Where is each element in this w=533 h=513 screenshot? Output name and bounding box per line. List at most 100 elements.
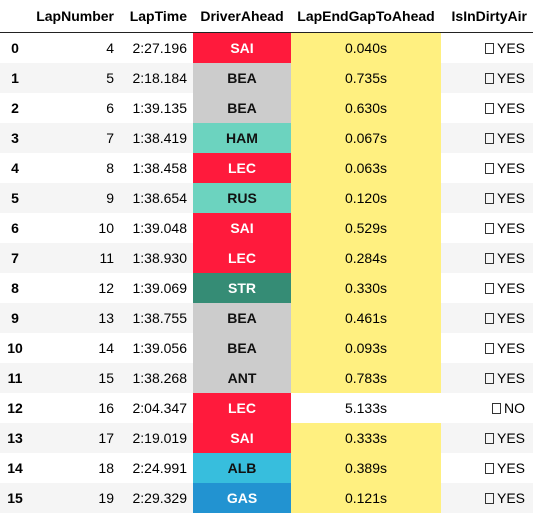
table-row: 4 8 1:38.458 LEC 0.063s YES — [0, 152, 533, 183]
table-row: 14 18 2:24.991 ALB 0.389s YES — [0, 452, 533, 483]
dirty-air-label: YES — [496, 129, 525, 146]
unknown-glyph-icon — [484, 192, 494, 204]
lapnumber-cell: 16 — [98, 399, 114, 416]
dirty-air-cell: YES — [441, 33, 533, 63]
table-row: 11 15 1:38.268 ANT 0.783s YES — [0, 362, 533, 393]
table-row: 3 7 1:38.419 HAM 0.067s YES — [0, 122, 533, 153]
gap-to-ahead-cell: 0.735s — [291, 62, 441, 93]
unknown-glyph-icon — [484, 132, 494, 144]
unknown-glyph-icon — [484, 102, 494, 114]
dirty-air-cell: YES — [441, 273, 533, 303]
table-row: 0 4 2:27.196 SAI 0.040s YES — [0, 32, 533, 63]
index-header — [0, 0, 30, 33]
laptime-cell: 1:39.069 — [132, 279, 188, 296]
laptime-cell: 1:38.755 — [120, 302, 193, 333]
driver-ahead-cell: SAI — [193, 212, 291, 243]
header-row: LapNumber LapTime DriverAhead LapEndGapT… — [0, 0, 533, 33]
dirty-air-label: YES — [496, 429, 525, 446]
driver-ahead-cell: LEC — [193, 242, 291, 273]
row-index: 4 — [11, 159, 19, 176]
lapnumber-cell: 15 — [30, 362, 120, 393]
lapnumber-cell: 5 — [30, 62, 120, 93]
driver-ahead-cell: ANT — [193, 362, 291, 393]
dirty-air-label: YES — [496, 99, 525, 116]
driver-ahead-cell: SAI — [193, 422, 291, 453]
row-index: 13 — [0, 422, 30, 453]
lapnumber-cell: 8 — [106, 159, 114, 176]
gap-to-ahead-cell: 0.529s — [291, 212, 441, 243]
gap-to-ahead-cell: 0.333s — [291, 422, 441, 453]
column-header-isindirtyair: IsInDirtyAir — [441, 0, 533, 33]
table-row: 2 6 1:39.135 BEA 0.630s YES — [0, 92, 533, 123]
gap-to-ahead-cell: 0.330s — [291, 272, 441, 303]
table-row: 1 5 2:18.184 BEA 0.735s YES — [0, 62, 533, 93]
laptime-cell: 2:18.184 — [120, 62, 193, 93]
lapnumber-cell: 10 — [98, 219, 114, 236]
driver-ahead-cell: GAS — [193, 482, 291, 513]
gap-to-ahead-cell: 0.093s — [291, 332, 441, 363]
column-header-lapendgaptoahead: LapEndGapToAhead — [291, 0, 441, 33]
laptime-cell: 2:24.991 — [132, 459, 188, 476]
table-row: 5 9 1:38.654 RUS 0.120s YES — [0, 182, 533, 213]
unknown-glyph-icon — [492, 402, 501, 414]
table-row: 10 14 1:39.056 BEA 0.093s YES — [0, 332, 533, 363]
table-row: 8 12 1:39.069 STR 0.330s YES — [0, 272, 533, 303]
driver-ahead-cell: SAI — [193, 32, 291, 63]
gap-to-ahead-cell: 0.040s — [291, 32, 441, 63]
lapnumber-cell: 19 — [30, 482, 120, 513]
unknown-glyph-icon — [484, 162, 494, 174]
gap-to-ahead-cell: 0.630s — [291, 92, 441, 123]
driver-ahead-cell: BEA — [193, 332, 291, 363]
gap-to-ahead-cell: 0.121s — [291, 482, 441, 513]
lapnumber-cell: 14 — [98, 339, 114, 356]
row-index: 9 — [0, 302, 30, 333]
laptime-cell: 2:27.196 — [132, 39, 188, 56]
unknown-glyph-icon — [484, 282, 494, 294]
driver-ahead-cell: LEC — [193, 152, 291, 183]
row-index: 14 — [7, 459, 23, 476]
dirty-air-cell: YES — [441, 182, 533, 213]
dirty-air-cell: YES — [441, 242, 533, 273]
table-row: 15 19 2:29.329 GAS 0.121s YES — [0, 482, 533, 513]
dirty-air-cell: YES — [441, 153, 533, 183]
laptime-cell: 2:29.329 — [120, 482, 193, 513]
dirty-air-label: YES — [496, 279, 525, 296]
driver-ahead-cell: LEC — [193, 392, 291, 423]
lapnumber-cell: 4 — [106, 39, 114, 56]
laptime-cell: 1:39.048 — [132, 219, 188, 236]
unknown-glyph-icon — [484, 342, 494, 354]
row-index: 12 — [7, 399, 23, 416]
dirty-air-label: YES — [496, 69, 525, 86]
dirty-air-label: YES — [496, 489, 525, 506]
gap-to-ahead-cell: 0.461s — [291, 302, 441, 333]
column-header-lapnumber: LapNumber — [30, 0, 120, 33]
driver-ahead-cell: BEA — [193, 62, 291, 93]
row-index: 5 — [0, 182, 30, 213]
gap-to-ahead-cell: 0.063s — [291, 152, 441, 183]
dirty-air-cell: YES — [441, 362, 533, 393]
row-index: 3 — [0, 122, 30, 153]
lapnumber-cell: 13 — [30, 302, 120, 333]
dirty-air-label: YES — [496, 219, 525, 236]
dirty-air-cell: YES — [441, 93, 533, 123]
laptime-cell: 1:38.268 — [120, 362, 193, 393]
row-index: 2 — [11, 99, 19, 116]
gap-to-ahead-cell: 0.120s — [291, 182, 441, 213]
unknown-glyph-icon — [484, 222, 494, 234]
lapnumber-cell: 17 — [30, 422, 120, 453]
laptime-cell: 1:39.135 — [132, 99, 188, 116]
dirty-air-label: YES — [496, 189, 525, 206]
dirty-air-label: YES — [496, 159, 525, 176]
laptime-cell: 1:39.056 — [132, 339, 188, 356]
table-row: 12 16 2:04.347 LEC 5.133s NO — [0, 392, 533, 423]
lapnumber-cell: 6 — [106, 99, 114, 116]
table-row: 13 17 2:19.019 SAI 0.333s YES — [0, 422, 533, 453]
laptime-cell: 1:38.654 — [120, 182, 193, 213]
unknown-glyph-icon — [484, 492, 494, 504]
dirty-air-label: YES — [496, 459, 525, 476]
driver-ahead-cell: RUS — [193, 182, 291, 213]
row-index: 11 — [0, 362, 30, 393]
lapnumber-cell: 18 — [98, 459, 114, 476]
row-index: 15 — [0, 482, 30, 513]
